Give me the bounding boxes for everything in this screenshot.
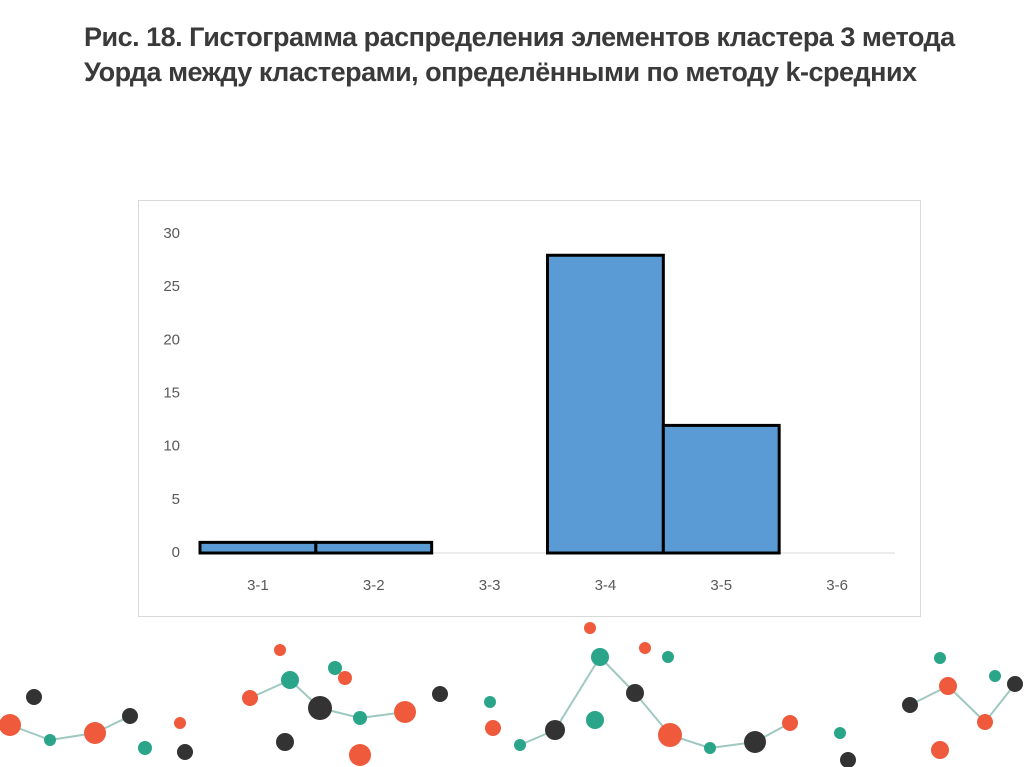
y-tick-label: 30 [163, 225, 180, 242]
molecule-decoration [0, 622, 1023, 767]
x-tick-label: 3-3 [479, 577, 501, 594]
bar [314, 540, 434, 555]
chart-title: Рис. 18. Гистограмма распределения элеме… [84, 22, 955, 87]
y-tick-label: 5 [172, 491, 180, 508]
y-tick-label: 20 [163, 331, 180, 348]
x-tick-label: 3-6 [826, 577, 848, 594]
x-tick-label: 3-4 [595, 577, 617, 594]
y-tick-label: 0 [172, 544, 180, 561]
x-tick-label: 3-5 [710, 577, 732, 594]
bar [546, 253, 665, 555]
bar [661, 423, 781, 555]
bar [198, 540, 318, 555]
x-tick-label: 3-2 [363, 577, 385, 594]
y-tick-label: 25 [163, 278, 180, 295]
y-tick-label: 15 [163, 384, 180, 401]
y-tick-label: 10 [163, 438, 180, 455]
x-tick-label: 3-1 [247, 577, 269, 594]
